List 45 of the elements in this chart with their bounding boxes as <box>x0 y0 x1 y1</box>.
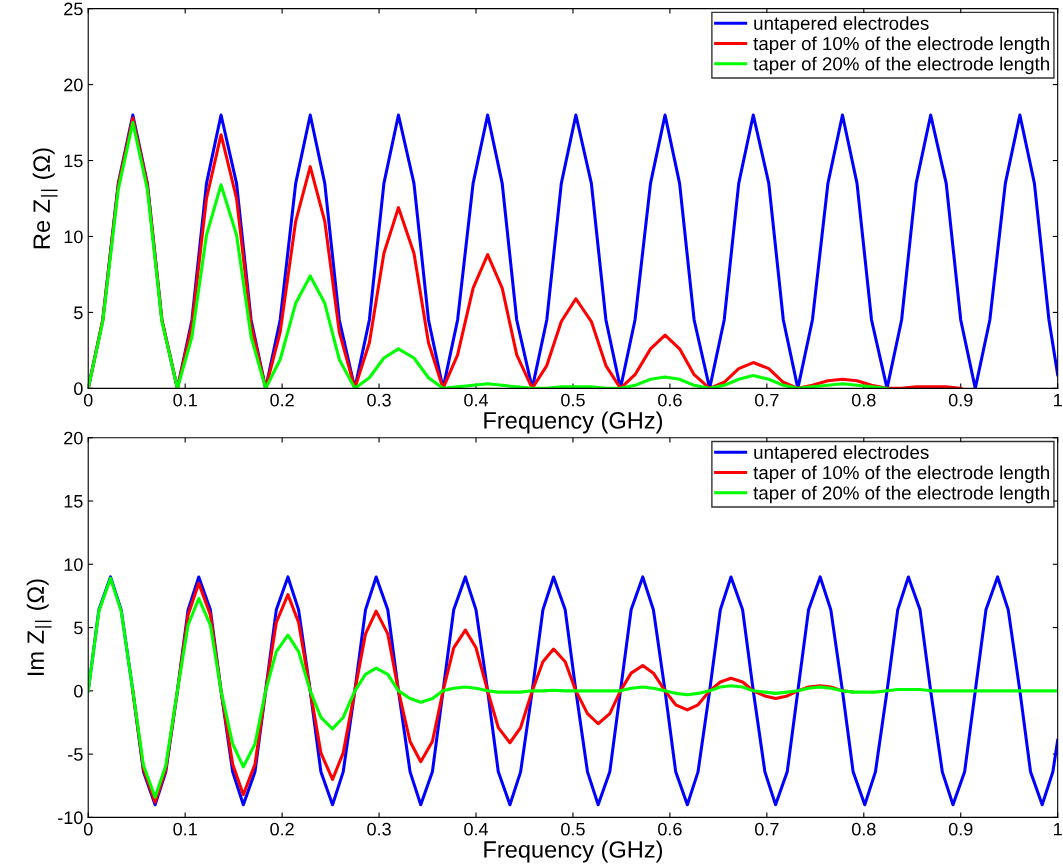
x-tick-label: 0.9 <box>948 393 973 407</box>
y-tick-label: 10 <box>64 558 83 572</box>
x-tick-label: 0.5 <box>561 822 585 836</box>
y-tick-label: 5 <box>74 306 83 320</box>
y-tick-label: -10 <box>58 811 83 825</box>
x-tick-label: 0 <box>83 393 93 407</box>
legend-label: taper of 20% of the electrode length <box>753 56 1049 75</box>
y-tick-label: 20 <box>64 78 83 92</box>
x-tick-label: 0.1 <box>173 822 197 836</box>
x-tick-label: 0.6 <box>658 393 682 407</box>
legend-label: taper of 10% of the electrode length <box>753 36 1049 54</box>
x-tick-label: 1 <box>1054 393 1062 407</box>
x-tick-label: 0.5 <box>561 393 585 407</box>
y-tick-label: 5 <box>74 621 83 635</box>
legend-label: taper of 20% of the electrode length <box>753 485 1049 504</box>
legend-label: untapered electrodes <box>754 445 929 463</box>
x-axis-title: Frequency (GHz) <box>484 411 663 434</box>
x-tick-label: 0 <box>83 822 93 836</box>
x-tick-label: 0.4 <box>464 393 489 407</box>
x-tick-label: 0.7 <box>755 393 779 407</box>
x-tick-label: 0.1 <box>173 393 197 407</box>
x-axis-title: Frequency (GHz) <box>484 840 663 863</box>
x-tick-label: 1 <box>1054 822 1062 836</box>
y-axis-title: Im Z$_{||}$ (Ω) <box>26 579 52 675</box>
x-tick-label: 0.8 <box>851 393 876 407</box>
x-tick-label: 0.3 <box>367 393 391 407</box>
y-tick-label: -5 <box>68 748 83 761</box>
y-tick-label: 10 <box>64 230 83 244</box>
x-tick-label: 0.9 <box>948 822 973 836</box>
y-axis-title: Re Z$_{||}$ (Ω) <box>32 148 58 249</box>
y-tick-label: 0 <box>74 684 83 698</box>
y-tick-label: 20 <box>64 431 83 445</box>
x-tick-label: 0.6 <box>658 822 682 836</box>
x-tick-label: 0.7 <box>755 822 779 836</box>
y-tick-label: 25 <box>64 2 83 16</box>
x-tick-label: 0.8 <box>851 822 876 836</box>
x-tick-label: 0.4 <box>464 822 489 836</box>
legend-label: taper of 10% of the electrode length <box>753 465 1049 483</box>
y-tick-label: 0 <box>74 382 83 396</box>
y-tick-label: 15 <box>64 495 83 508</box>
x-tick-label: 0.2 <box>270 393 294 407</box>
x-tick-label: 0.2 <box>270 822 294 836</box>
legend-label: untapered electrodes <box>754 16 929 34</box>
y-tick-label: 15 <box>64 154 83 168</box>
x-tick-label: 0.3 <box>367 822 391 836</box>
